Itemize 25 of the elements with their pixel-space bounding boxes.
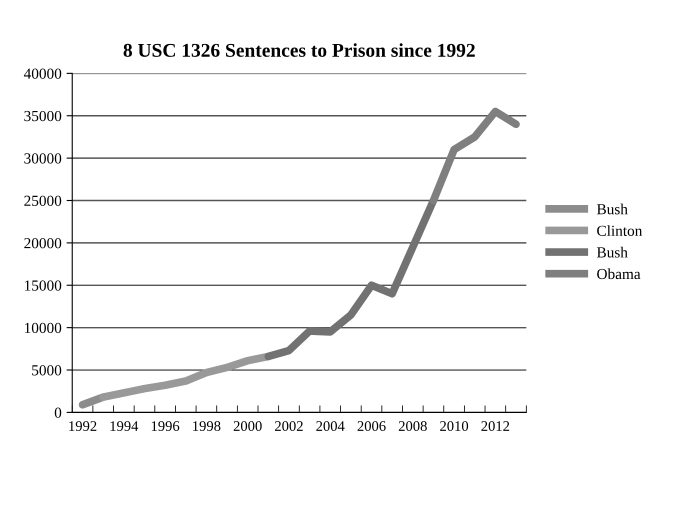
x-tick-label: 1998 xyxy=(193,421,220,431)
y-tick-label: 5000 xyxy=(32,365,62,376)
legend-label: Bush xyxy=(596,246,628,258)
y-tick-label: 30000 xyxy=(24,153,62,164)
x-tick-label: 2000 xyxy=(234,421,262,431)
legend-label: Clinton xyxy=(597,225,642,236)
x-tick-label: 1996 xyxy=(152,421,180,431)
y-tick-label: 15000 xyxy=(24,280,62,291)
y-tick-label: 10000 xyxy=(24,322,62,334)
x-tick-label: 2002 xyxy=(275,421,303,431)
x-tick-label: 1994 xyxy=(110,421,138,431)
legend-label: Obama xyxy=(597,268,640,280)
legend-label: Bush xyxy=(596,204,628,214)
x-tick-label: 1992 xyxy=(69,421,96,431)
x-tick-label: 2008 xyxy=(398,421,427,431)
x-tick-label: 2010 xyxy=(440,421,468,431)
y-tick-label: 35000 xyxy=(24,110,62,122)
x-tick-label: 2012 xyxy=(481,421,510,431)
x-tick-label: 2006 xyxy=(358,421,386,431)
y-tick-label: 20000 xyxy=(24,238,62,248)
y-tick-label: 40000 xyxy=(24,68,62,79)
chart-title: 8 USC 1326 Sentences to Prison since 1992 xyxy=(124,43,475,57)
y-tick-label: 25000 xyxy=(24,196,62,206)
x-tick-label: 2004 xyxy=(316,421,345,431)
y-tick-label: 0 xyxy=(54,408,62,418)
